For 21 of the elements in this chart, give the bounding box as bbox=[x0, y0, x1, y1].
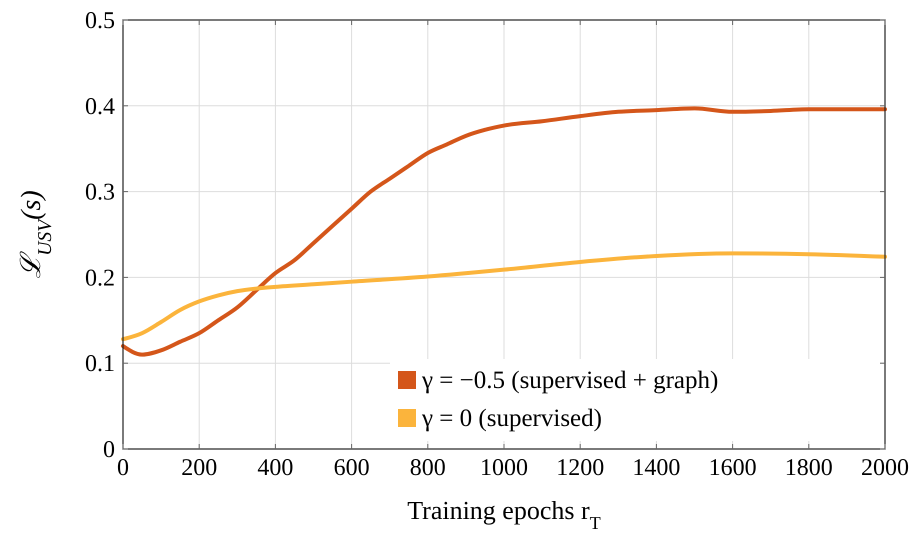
line-series bbox=[121, 106, 887, 357]
x-tick-label: 200 bbox=[181, 455, 218, 481]
line-series bbox=[121, 251, 887, 342]
legend-label: γ = −0.5 (supervised + graph) bbox=[421, 367, 718, 394]
x-axis-title: Training epochs r$_{T}$ bbox=[407, 496, 601, 533]
x-tick-label: 1600 bbox=[708, 455, 757, 481]
x-tick-label: 1400 bbox=[632, 455, 680, 481]
legend-label: γ = 0 (supervised) bbox=[421, 405, 602, 432]
x-tick-label: 1000 bbox=[480, 455, 528, 481]
y-tick-label: 0.2 bbox=[85, 265, 115, 292]
x-tick-label: 2000 bbox=[861, 455, 909, 481]
y-tick-label: 0.3 bbox=[85, 180, 115, 206]
x-tick-label: 400 bbox=[257, 455, 294, 481]
y-tick-label: 0 bbox=[103, 437, 115, 463]
x-tick-label: 1200 bbox=[556, 455, 604, 481]
y-tick-label: 0.4 bbox=[85, 94, 115, 120]
x-tick-label: 1800 bbox=[784, 455, 833, 481]
x-tick-label: 800 bbox=[410, 455, 446, 481]
y-tick-label: 0.5 bbox=[85, 8, 115, 34]
y-tick-label: 0.1 bbox=[85, 351, 115, 378]
x-tick-label: 600 bbox=[334, 455, 370, 481]
